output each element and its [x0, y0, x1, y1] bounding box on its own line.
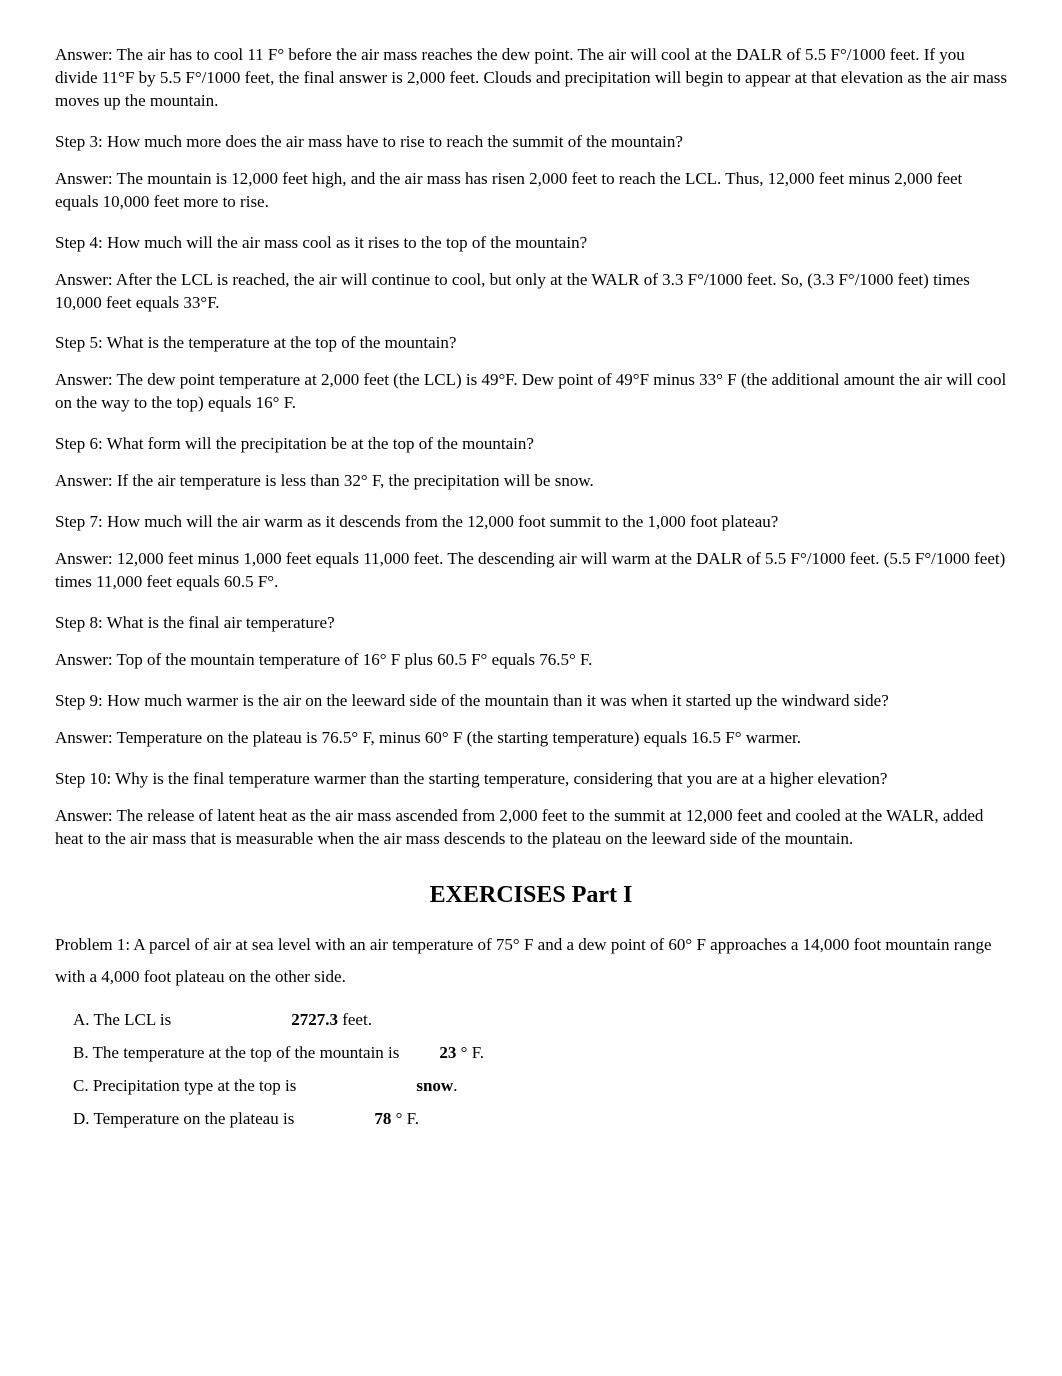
step-label: Step 8: — [55, 613, 103, 632]
step-6-answer: Answer: If the air temperature is less t… — [55, 470, 1007, 493]
step-4-answer: Answer: After the LCL is reached, the ai… — [55, 269, 1007, 315]
option-d-text: D. Temperature on the plateau is — [73, 1109, 294, 1128]
problem-text: A parcel of air at sea level with an air… — [55, 935, 992, 986]
option-a-value: 2727.3 — [291, 1009, 338, 1032]
step-4-question: Step 4: How much will the air mass cool … — [55, 232, 1007, 255]
step-text: Why is the final temperature warmer than… — [111, 769, 887, 788]
step-5-answer: Answer: The dew point temperature at 2,0… — [55, 369, 1007, 415]
answer-text: After the LCL is reached, the air will c… — [55, 270, 970, 312]
step-8-answer: Answer: Top of the mountain temperature … — [55, 649, 1007, 672]
step-10-question: Step 10: Why is the final temperature wa… — [55, 768, 1007, 791]
answer-block-1: Answer: The air has to cool 11 F° before… — [55, 44, 1007, 113]
answer-text: The release of latent heat as the air ma… — [55, 806, 983, 848]
answer-label: Answer: — [55, 650, 113, 669]
option-c-unit: . — [453, 1076, 457, 1095]
answer-label: Answer: — [55, 549, 113, 568]
option-b-text: B. The temperature at the top of the mou… — [73, 1043, 399, 1062]
answer-text: The dew point temperature at 2,000 feet … — [55, 370, 1006, 412]
option-d-unit: ° F. — [391, 1109, 419, 1128]
option-b-unit: ° F. — [456, 1043, 484, 1062]
problem-1: Problem 1: A parcel of air at sea level … — [55, 929, 1007, 994]
step-text: How much will the air mass cool as it ri… — [103, 233, 587, 252]
answer-text: The mountain is 12,000 feet high, and th… — [55, 169, 962, 211]
option-c: C. Precipitation type at the top is snow. — [73, 1075, 1007, 1098]
step-label: Step 7: — [55, 512, 103, 531]
answer-label: Answer: — [55, 806, 113, 825]
option-a: A. The LCL is 2727.3 feet. — [73, 1009, 1007, 1032]
step-9-answer: Answer: Temperature on the plateau is 76… — [55, 727, 1007, 750]
step-3-question: Step 3: How much more does the air mass … — [55, 131, 1007, 154]
answer-text: Top of the mountain temperature of 16° F… — [113, 650, 593, 669]
option-a-unit: feet. — [338, 1010, 372, 1029]
step-8-question: Step 8: What is the final air temperatur… — [55, 612, 1007, 635]
step-7-question: Step 7: How much will the air warm as it… — [55, 511, 1007, 534]
step-label: Step 6: — [55, 434, 103, 453]
answer-text: 12,000 feet minus 1,000 feet equals 11,0… — [55, 549, 1005, 591]
answer-text: Temperature on the plateau is 76.5° F, m… — [113, 728, 801, 747]
step-7-answer: Answer: 12,000 feet minus 1,000 feet equ… — [55, 548, 1007, 594]
step-text: What form will the precipitation be at t… — [103, 434, 534, 453]
option-d: D. Temperature on the plateau is 78 ° F. — [73, 1108, 1007, 1131]
step-text: How much warmer is the air on the leewar… — [103, 691, 889, 710]
answer-label: Answer: — [55, 728, 113, 747]
step-9-question: Step 9: How much warmer is the air on th… — [55, 690, 1007, 713]
step-label: Step 3: — [55, 132, 103, 151]
step-label: Step 9: — [55, 691, 103, 710]
option-b-value: 23 — [439, 1042, 456, 1065]
step-3-answer: Answer: The mountain is 12,000 feet high… — [55, 168, 1007, 214]
answer-label: Answer: — [55, 471, 113, 490]
option-a-text: A. The LCL is — [73, 1010, 171, 1029]
step-6-question: Step 6: What form will the precipitation… — [55, 433, 1007, 456]
answer-label: Answer: — [55, 370, 113, 389]
answer-label: Answer: — [55, 45, 113, 64]
problem-label: Problem 1: — [55, 935, 130, 954]
step-text: How much will the air warm as it descend… — [103, 512, 779, 531]
option-b: B. The temperature at the top of the mou… — [73, 1042, 1007, 1065]
answer-label: Answer: — [55, 169, 113, 188]
step-label: Step 10: — [55, 769, 111, 788]
step-text: What is the temperature at the top of th… — [103, 333, 457, 352]
option-c-text: C. Precipitation type at the top is — [73, 1076, 296, 1095]
step-label: Step 5: — [55, 333, 103, 352]
step-5-question: Step 5: What is the temperature at the t… — [55, 332, 1007, 355]
answer-label: Answer: — [55, 270, 113, 289]
step-10-answer: Answer: The release of latent heat as th… — [55, 805, 1007, 851]
step-text: What is the final air temperature? — [103, 613, 335, 632]
answer-text: The air has to cool 11 F° before the air… — [55, 45, 1007, 110]
answer-text: If the air temperature is less than 32° … — [113, 471, 594, 490]
option-d-value: 78 — [374, 1108, 391, 1131]
step-label: Step 4: — [55, 233, 103, 252]
step-text: How much more does the air mass have to … — [103, 132, 683, 151]
exercises-heading: EXERCISES Part I — [55, 879, 1007, 911]
option-c-value: snow — [416, 1075, 453, 1098]
